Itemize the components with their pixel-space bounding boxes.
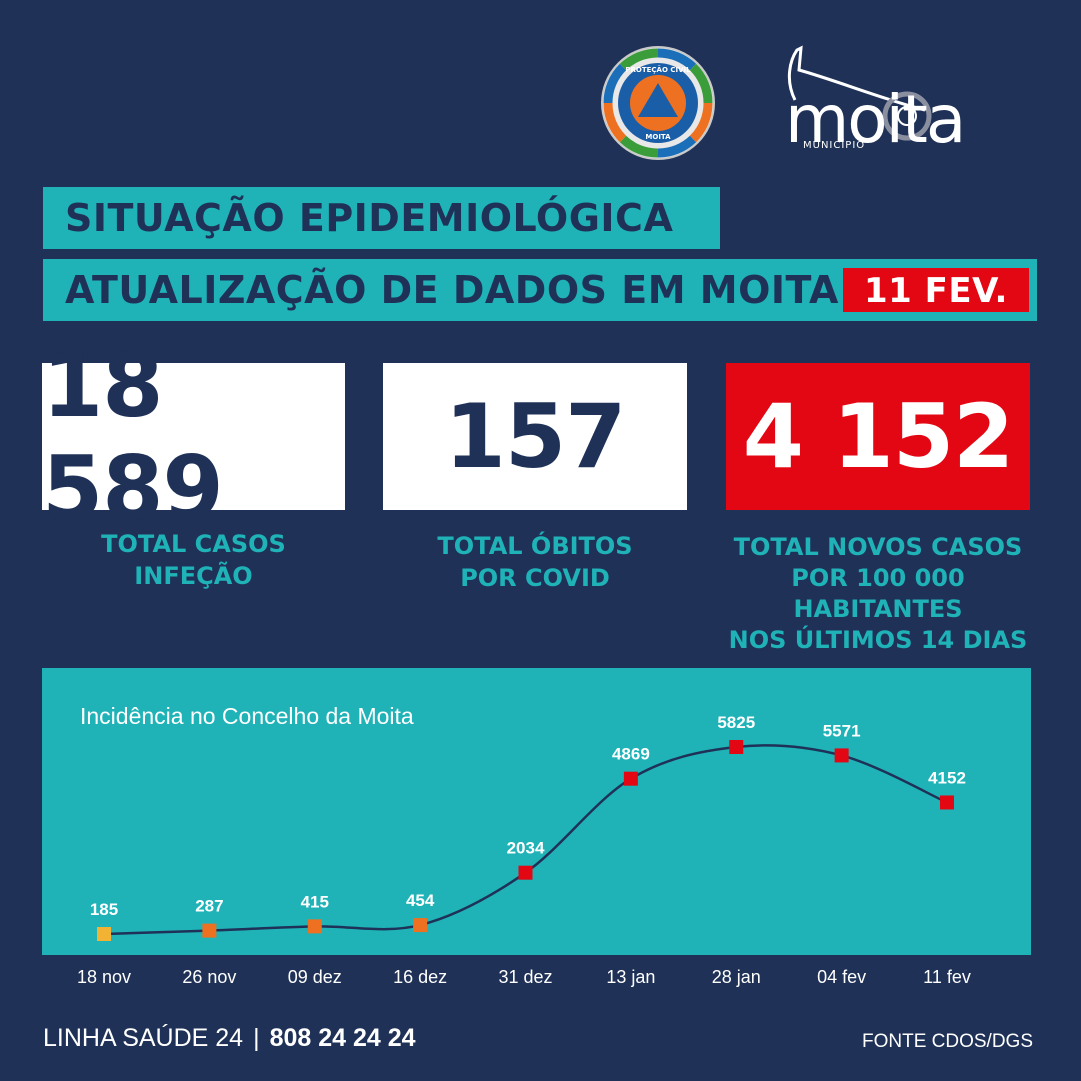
x-tick-label-2: 09 dez bbox=[288, 967, 342, 987]
pc-bottom-text: MOITA bbox=[645, 133, 671, 141]
x-tick-label-6: 28 jan bbox=[712, 967, 761, 987]
x-tick-label-8: 11 fev bbox=[923, 967, 971, 987]
total-deaths-value: 157 bbox=[383, 363, 687, 510]
incidence-value: 4 152 bbox=[726, 363, 1030, 510]
total-cases-label: TOTAL CASOS INFEÇÃO bbox=[101, 530, 286, 590]
total-cases-value: 18 589 bbox=[42, 334, 345, 540]
incidence-label: TOTAL NOVOS CASOS POR 100 000 HABITANTES… bbox=[728, 533, 1028, 654]
chart-title: Incidência no Concelho da Moita bbox=[80, 703, 414, 729]
data-label-4: 2034 bbox=[507, 839, 545, 858]
x-tick-label-5: 13 jan bbox=[606, 967, 655, 987]
data-point-7 bbox=[834, 748, 849, 763]
x-tick-label-3: 16 dez bbox=[393, 967, 447, 987]
data-point-8 bbox=[940, 795, 954, 810]
page-subtitle: ATUALIZAÇÃO DE DADOS EM MOITA bbox=[65, 268, 839, 312]
hotline-number: 808 24 24 24 bbox=[269, 1024, 416, 1052]
date-badge: 11 FEV. bbox=[843, 268, 1029, 312]
data-label-5: 4869 bbox=[612, 745, 650, 764]
pc-ring-text: PROTEÇÃO CIVIL bbox=[625, 65, 691, 74]
data-label-2: 415 bbox=[301, 892, 329, 911]
title-band: SITUAÇÃO EPIDEMIOLÓGICA bbox=[43, 187, 720, 249]
data-point-1 bbox=[202, 923, 217, 938]
hotline-label: LINHA SAÚDE 24 bbox=[43, 1024, 244, 1052]
data-label-6: 5825 bbox=[717, 713, 755, 732]
x-tick-label-1: 26 nov bbox=[182, 967, 236, 987]
data-label-0: 185 bbox=[90, 900, 118, 919]
municipio-moita-logo: moita MUNICÍPIO bbox=[785, 45, 966, 158]
x-tick-label-7: 04 fev bbox=[817, 967, 866, 987]
hotline: LINHA SAÚDE 24 | 808 24 24 24 bbox=[43, 1024, 416, 1053]
protecao-civil-logo: PROTEÇÃO CIVIL MOITA bbox=[601, 46, 715, 160]
municipio-subtitle: MUNICÍPIO bbox=[803, 138, 865, 151]
data-point-3 bbox=[413, 918, 428, 933]
data-label-7: 5571 bbox=[823, 721, 861, 740]
data-point-6 bbox=[729, 740, 744, 754]
moita-wordmark: moita bbox=[785, 81, 964, 158]
data-point-4 bbox=[518, 865, 533, 880]
data-point-5 bbox=[623, 771, 638, 786]
data-label-3: 454 bbox=[406, 891, 435, 910]
data-point-0 bbox=[97, 927, 111, 941]
x-tick-label-4: 31 dez bbox=[498, 967, 552, 987]
data-label-8: 4152 bbox=[928, 768, 966, 787]
chart-panel bbox=[42, 668, 1031, 955]
hotline-separator: | bbox=[253, 1024, 260, 1052]
total-deaths-label: TOTAL ÓBITOS POR COVID bbox=[437, 532, 633, 592]
data-source: FONTE CDOS/DGS bbox=[862, 1031, 1034, 1052]
data-point-2 bbox=[307, 919, 322, 934]
x-tick-label-0: 18 nov bbox=[77, 967, 131, 987]
page-title: SITUAÇÃO EPIDEMIOLÓGICA bbox=[65, 196, 674, 240]
data-label-1: 287 bbox=[195, 897, 223, 916]
